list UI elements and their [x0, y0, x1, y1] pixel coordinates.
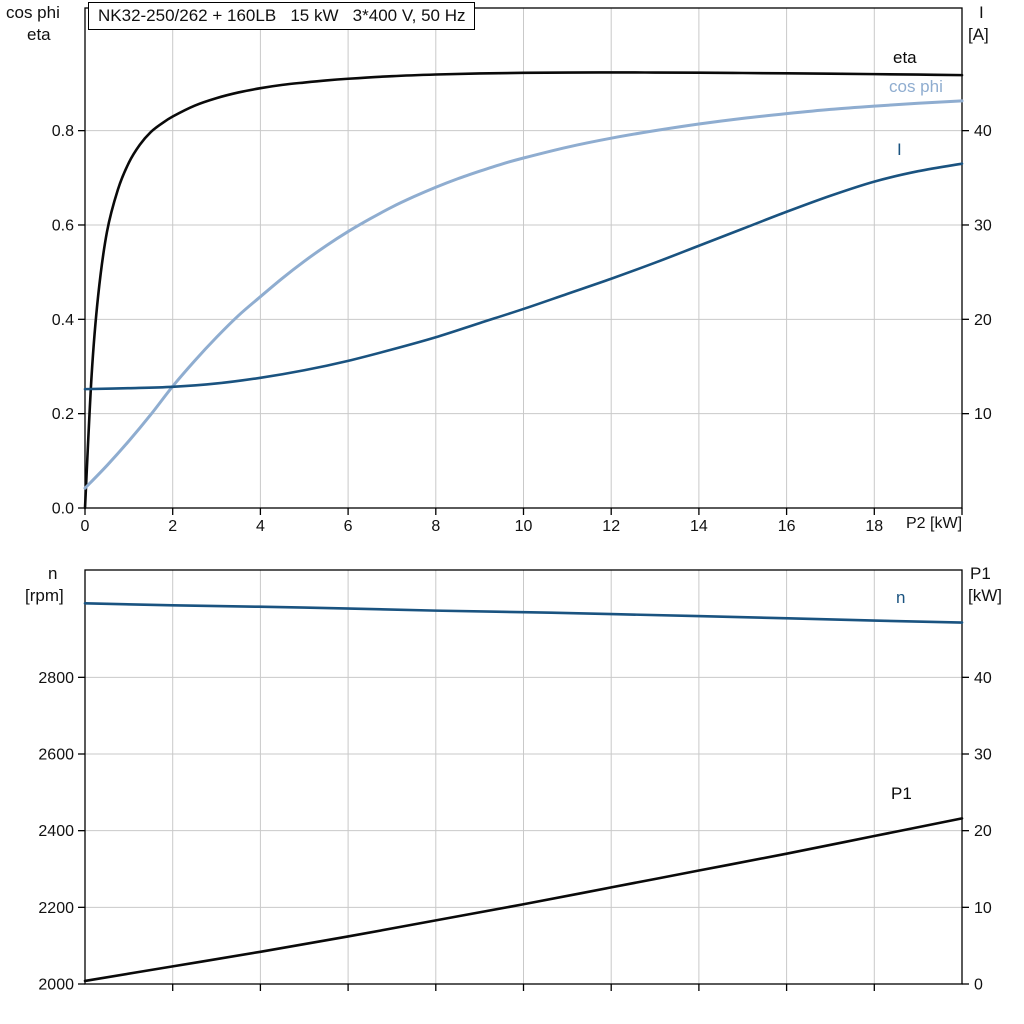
left-axis-label-eta: eta — [27, 25, 51, 44]
tick-label-right: 20 — [974, 823, 992, 840]
tick-label-x: 0 — [81, 518, 90, 535]
tick-label-left: 2800 — [38, 670, 74, 687]
tick-label-right: 40 — [974, 670, 992, 687]
right-axis-unit-kw: [kW] — [968, 586, 1002, 605]
tick-label-right: 20 — [974, 312, 992, 329]
tick-label-x: 10 — [515, 518, 533, 535]
right-axis-label-i: I — [979, 3, 984, 22]
left-axis-unit-rpm: [rpm] — [25, 586, 64, 605]
tick-label-right: 10 — [974, 406, 992, 423]
tick-label-x: 2 — [168, 518, 177, 535]
tick-label-x: 4 — [256, 518, 265, 535]
tick-label-right: 10 — [974, 900, 992, 917]
tick-label-right: 40 — [974, 123, 992, 140]
left-axis-label-n: n — [48, 564, 58, 583]
tick-label-left: 2000 — [38, 977, 74, 994]
tick-label-right: 0 — [974, 977, 983, 994]
tick-label-left: 2600 — [38, 747, 74, 764]
tick-label-x: 18 — [865, 518, 883, 535]
tick-label-left: 2400 — [38, 823, 74, 840]
tick-label-left: 2200 — [38, 900, 74, 917]
tick-label-left: 0.6 — [52, 217, 74, 234]
curve-label-i: I — [897, 140, 902, 159]
tick-label-right: 30 — [974, 217, 992, 234]
tick-label-left: 0.0 — [52, 501, 74, 518]
tick-label-x: 12 — [602, 518, 620, 535]
curve-label-cos-phi: cos phi — [889, 77, 943, 96]
tick-label-x: 14 — [690, 518, 708, 535]
right-axis-label-p1: P1 — [970, 564, 991, 583]
x-axis-label-p2: P2 [kW] — [906, 515, 963, 532]
curve-label-eta: eta — [893, 48, 917, 67]
series-curve-n — [83, 602, 964, 624]
tick-label-left: 0.4 — [52, 312, 74, 329]
series-curve-p1 — [83, 817, 964, 983]
series-curve-i — [83, 162, 964, 391]
right-axis-unit-amps: [A] — [968, 25, 989, 44]
series-curve-cos-phi — [83, 99, 964, 490]
tick-label-x: 8 — [431, 518, 440, 535]
tick-label-left: 0.2 — [52, 406, 74, 423]
tick-label-left: 0.8 — [52, 123, 74, 140]
tick-label-x: 16 — [778, 518, 796, 535]
left-axis-label-cos-phi: cos phi — [6, 3, 60, 22]
tick-label-x: 6 — [344, 518, 353, 535]
chart-title: NK32-250/262 + 160LB 15 kW 3*400 V, 50 H… — [88, 2, 476, 30]
curve-label-n: n — [896, 588, 906, 607]
series-curve-eta — [83, 71, 964, 510]
curve-label-p1: P1 — [891, 784, 912, 803]
tick-label-right: 30 — [974, 747, 992, 764]
